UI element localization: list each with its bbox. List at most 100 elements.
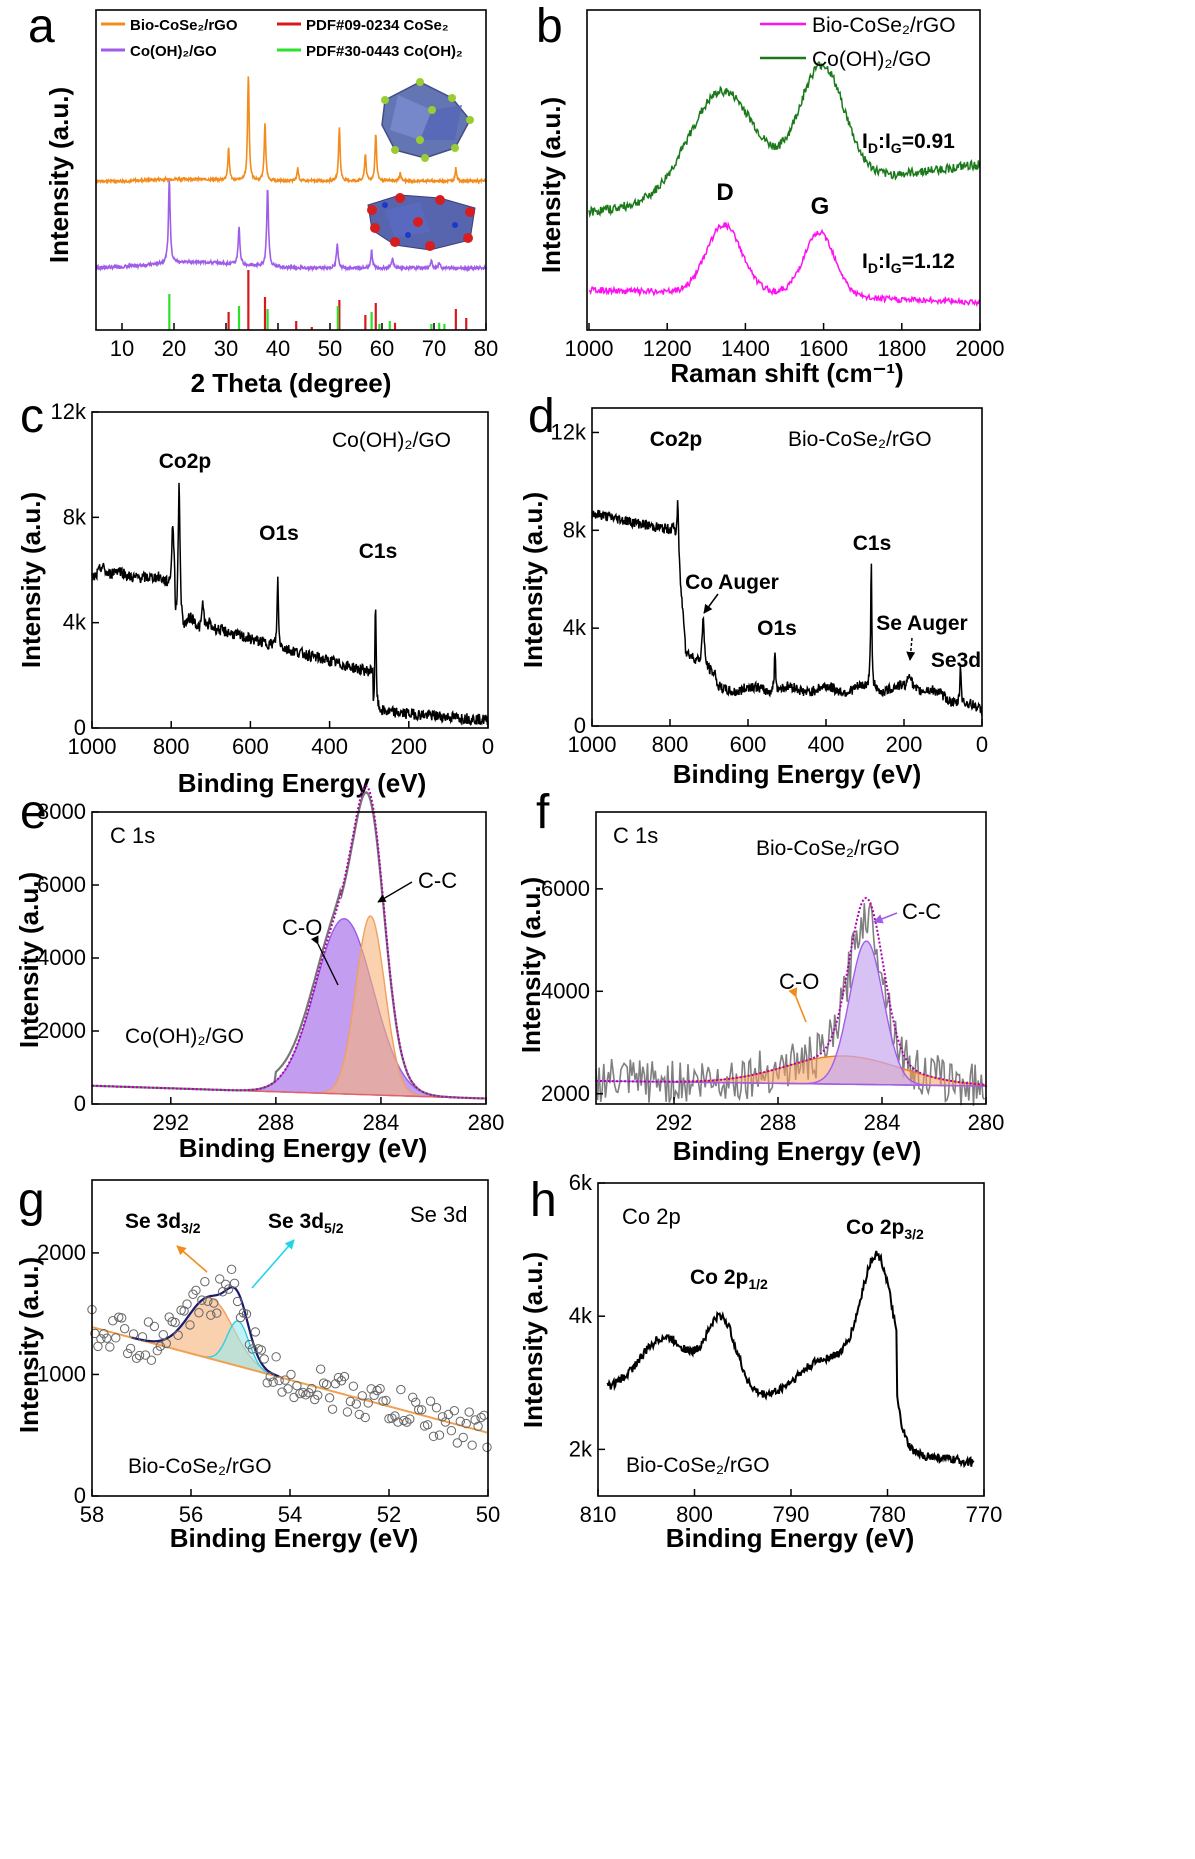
legend-entry: Bio-CoSe₂/rGO — [812, 14, 956, 37]
y-ticks-c: 0 4k 8k 12k — [51, 399, 99, 740]
peak-label-se3d: Se3d — [931, 649, 981, 672]
component-label-se52: Se 3d5/2 — [268, 1210, 344, 1236]
x-ticks-f: 292 288 284 280 — [656, 1097, 1004, 1135]
legend-entry: Co(OH)₂/GO — [812, 48, 931, 71]
x-ticks-e: 292 288 284 280 — [152, 1097, 504, 1135]
panel-h: h 810 800 790 780 770 2k 4k 6k Binding Energy … — [518, 1170, 1002, 1553]
data-point — [414, 1404, 424, 1415]
x-axis-label-a: 2 Theta (degree) — [191, 368, 392, 398]
y-tick-label: 4000 — [541, 978, 590, 1003]
data-point — [280, 1375, 290, 1385]
sample-label-e: Co(OH)₂/GO — [125, 1025, 244, 1048]
panel-a: a 10 20 30 40 50 60 70 80 2 Theta (degree) Inte… — [28, 0, 498, 398]
y-tick-label: 12k — [51, 399, 87, 424]
data-point — [122, 1348, 133, 1359]
data-point — [250, 1327, 261, 1337]
data-point — [161, 1338, 171, 1349]
data-point — [360, 1412, 370, 1423]
x-tick-label: 600 — [232, 734, 269, 759]
component-label-cc: C-C — [902, 899, 941, 924]
x-axis-label-c: Binding Energy (eV) — [178, 768, 426, 798]
data-point — [286, 1369, 296, 1380]
data-point — [283, 1384, 293, 1394]
plot-frame-b — [586, 9, 981, 331]
sample-title-d: Bio-CoSe₂/rGO — [788, 428, 932, 451]
x-axis-label-h: Binding Energy (eV) — [666, 1523, 914, 1553]
y-tick-label: 1000 — [37, 1361, 86, 1386]
data-point — [425, 1396, 436, 1406]
data-point — [274, 1375, 284, 1386]
x-tick-label: 800 — [676, 1502, 713, 1527]
x-tick-label: 400 — [311, 734, 348, 759]
data-point — [200, 1276, 210, 1287]
data-point — [301, 1390, 311, 1400]
component-label-co: C-O — [282, 915, 322, 940]
y-axis-label-f: Intensity (a.u.) — [516, 877, 546, 1053]
data-point — [209, 1298, 219, 1308]
x-tick-label: 1600 — [799, 336, 848, 361]
panel-b: b 1000 1200 1400 1600 1800 2000 Raman shift (… — [536, 0, 1004, 388]
data-point — [467, 1440, 477, 1450]
y-tick-label: 4k — [569, 1303, 593, 1328]
x-ticks-h: 810 800 790 780 770 — [580, 1489, 1003, 1527]
data-point — [155, 1341, 166, 1351]
data-point — [446, 1426, 457, 1436]
panel-letter-c: c — [20, 390, 44, 443]
series-line-bio-cose2-rgo — [588, 221, 981, 308]
survey-spectrum-line — [591, 500, 983, 716]
data-point — [464, 1407, 474, 1417]
y-tick-label: 0 — [74, 1483, 86, 1508]
data-point — [351, 1399, 362, 1409]
data-point — [247, 1344, 258, 1354]
data-point — [271, 1352, 281, 1362]
data-point — [173, 1330, 183, 1340]
y-tick-label: 6000 — [541, 876, 590, 901]
legend-entry: Bio-CoSe₂/rGO — [130, 17, 238, 34]
x-tick-label: 50 — [476, 1502, 500, 1527]
peak-label-d: D — [716, 179, 733, 206]
data-point — [197, 1295, 207, 1305]
xps-survey-plot-d — [591, 500, 983, 716]
data-point — [158, 1329, 168, 1340]
peak-label-co2p: Co2p — [650, 428, 703, 451]
c1s-plot-f — [595, 896, 988, 1106]
x-axis-label-e: Binding Energy (eV) — [179, 1133, 427, 1163]
panel-letter-b: b — [536, 0, 563, 53]
x-tick-label: 1000 — [565, 336, 614, 361]
legend-entry: PDF#09-0234 CoSe₂ — [306, 17, 449, 34]
y-tick-label: 6000 — [37, 872, 86, 897]
data-point — [194, 1308, 204, 1318]
data-point — [223, 1284, 234, 1294]
crystal-structure-cooh2-image — [367, 193, 476, 251]
xrd-plot — [95, 76, 487, 330]
y-ticks-h: 2k 4k 6k — [569, 1170, 605, 1461]
se3d-plot — [87, 1264, 492, 1452]
data-point — [256, 1345, 266, 1355]
data-point — [455, 1416, 465, 1427]
x-tick-label: 0 — [976, 732, 988, 757]
data-point — [428, 1431, 439, 1442]
x-tick-label: 770 — [966, 1502, 1003, 1527]
y-axis-label-c: Intensity (a.u.) — [16, 492, 46, 668]
data-point — [408, 1392, 418, 1402]
plot-frame-a — [95, 9, 487, 331]
y-tick-label: 4k — [63, 610, 87, 635]
x-ticks-a: 10 20 30 40 50 60 70 80 — [110, 323, 498, 361]
data-point — [262, 1378, 272, 1388]
x-axis-label-b: Raman shift (cm⁻¹) — [670, 358, 903, 388]
data-point — [396, 1384, 406, 1395]
component-area-c-o — [91, 917, 487, 1100]
data-point — [229, 1278, 240, 1288]
raman-plot — [588, 61, 981, 308]
x-tick-label: 50 — [318, 336, 342, 361]
data-point — [307, 1383, 317, 1394]
y-tick-label: 6k — [569, 1170, 593, 1195]
panel-letter-h: h — [530, 1174, 557, 1227]
x-tick-label: 1000 — [68, 734, 117, 759]
sample-label-g: Bio-CoSe₂/rGO — [128, 1455, 272, 1478]
panel-g: g 58 56 54 52 50 0 1000 2000 Binding Energy (e… — [14, 1174, 500, 1553]
x-tick-label: 1200 — [643, 336, 692, 361]
data-point — [149, 1321, 160, 1332]
legend-entry: PDF#30-0443 Co(OH)₂ — [306, 43, 463, 60]
x-tick-label: 200 — [886, 732, 923, 757]
